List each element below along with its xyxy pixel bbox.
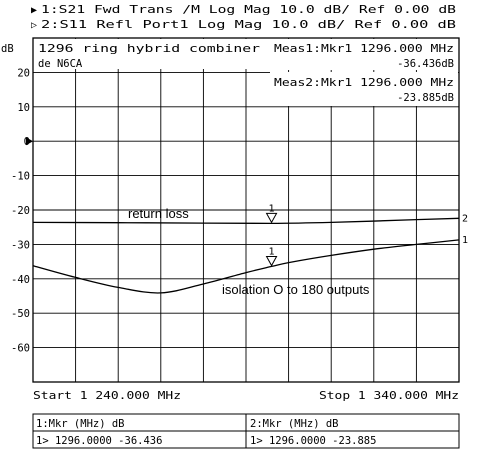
- meas1-box: [270, 39, 458, 70]
- y-tick-labels: 20100-10-20-30-40-50-60: [11, 67, 30, 354]
- note-box: [34, 39, 264, 69]
- channel2-header: 2:S11 Refl Port1 Log Mag 10.0 dB/ Ref 0.…: [41, 19, 456, 31]
- markers: 11: [265, 203, 278, 267]
- y-tick-label: -50: [11, 308, 30, 320]
- y-axis-unit: dB: [1, 43, 14, 55]
- marker-table: [32, 413, 460, 449]
- isolation-annotation: isolation O to 180 outputs: [222, 282, 370, 297]
- table-right-header: 2:Mkr (MHz) dB: [250, 418, 339, 430]
- channel2-indicator: ▷: [31, 20, 37, 31]
- y-tick-label: 20: [17, 67, 30, 79]
- marker-label: 1: [269, 247, 275, 258]
- y-tick-label: 10: [17, 102, 30, 114]
- table-right-row: 1> 1296.0000 -23.885: [250, 435, 376, 447]
- meas1-value: -36.436dB: [397, 58, 454, 70]
- reference-level-arrow: [26, 137, 33, 146]
- y-tick-label: -30: [11, 239, 30, 251]
- trace-1-isolation: [32, 239, 460, 294]
- channel1-indicator: ▶: [31, 5, 37, 16]
- marker-triangle: [265, 256, 278, 267]
- trace-1-end-label: 1: [462, 235, 468, 246]
- note-line-1: 1296 ring hybrid combiner: [38, 43, 260, 55]
- return-loss-annotation: return loss: [128, 206, 189, 221]
- start-frequency: Start 1 240.000 MHz: [33, 390, 181, 402]
- trace-2-end-label: 2: [462, 213, 468, 224]
- table-left-header: 1:Mkr (MHz) dB: [36, 418, 125, 430]
- note-line-2: de N6CA: [38, 58, 83, 70]
- channel1-header: 1:S21 Fwd Trans /M Log Mag 10.0 dB/ Ref …: [41, 4, 456, 16]
- meas2-label: Meas2:Mkr1 1296.000 MHz: [274, 77, 454, 89]
- stop-frequency: Stop 1 340.000 MHz: [319, 390, 459, 402]
- y-tick-label: -40: [11, 274, 30, 286]
- marker-triangle: [265, 212, 278, 224]
- y-tick-label: -60: [11, 343, 30, 355]
- marker-label: 1: [269, 203, 275, 214]
- meas1-label: Meas1:Mkr1 1296.000 MHz: [274, 43, 454, 55]
- table-left-row: 1> 1296.0000 -36.436: [36, 435, 162, 447]
- trace-2-return-loss: [32, 217, 460, 225]
- meas2-value: -23.885dB: [397, 92, 454, 104]
- plot-frame: [32, 37, 460, 383]
- y-tick-label: -10: [11, 171, 30, 183]
- meas2-box: [270, 72, 458, 106]
- y-tick-label: -20: [11, 205, 30, 217]
